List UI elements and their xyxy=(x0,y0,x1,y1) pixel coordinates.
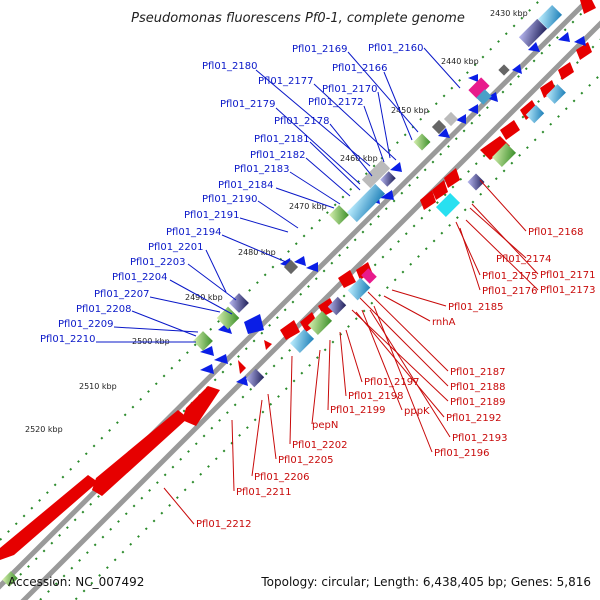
tick-label: 2480 kbp xyxy=(238,248,276,257)
gene-label[interactable]: Pfl01_2174 xyxy=(496,254,552,265)
gene-label[interactable]: Pfl01_2196 xyxy=(434,448,490,459)
gene-label[interactable]: Pfl01_2177 xyxy=(258,76,314,87)
gene-label[interactable]: Pfl01_2208 xyxy=(76,304,132,315)
gene-label[interactable]: Pfl01_2189 xyxy=(450,397,506,408)
tick-label: 2460 kbp xyxy=(340,154,378,163)
tick-label: 2450 kbp xyxy=(391,106,429,115)
gene-label[interactable]: Pfl01_2175 xyxy=(482,271,538,282)
gene-label[interactable]: Pfl01_2199 xyxy=(330,405,386,416)
gene-label[interactable]: pepN xyxy=(312,420,338,431)
gene-label[interactable]: Pfl01_2160 xyxy=(368,43,424,54)
genome-summary: Topology: circular; Length: 6,438,405 bp… xyxy=(260,575,591,589)
gene-label[interactable]: Pfl01_2179 xyxy=(220,99,276,110)
leader-lines-red xyxy=(163,179,539,525)
gene-label[interactable]: Pfl01_2206 xyxy=(254,472,310,483)
gene-label[interactable]: Pfl01_2166 xyxy=(332,63,388,74)
gene-label[interactable]: Pfl01_2191 xyxy=(184,210,240,221)
gene-label[interactable]: Pfl01_2168 xyxy=(528,227,584,238)
gene-label[interactable]: Pfl01_2182 xyxy=(250,150,306,161)
gene-label[interactable]: Pfl01_2173 xyxy=(540,285,596,296)
accession-text: Accession: NC_007492 xyxy=(8,575,144,589)
reverse-genes xyxy=(200,32,586,386)
gene-label[interactable]: Pfl01_2207 xyxy=(94,289,150,300)
labels-blue: Pfl01_2160 Pfl01_2169 Pfl01_2166 Pfl01_2… xyxy=(40,43,424,345)
gene-label[interactable]: Pfl01_2171 xyxy=(540,270,596,281)
gene-label[interactable]: Pfl01_2180 xyxy=(202,61,258,72)
leader-lines-blue xyxy=(96,47,461,343)
gene-label[interactable]: Pfl01_2190 xyxy=(202,194,258,205)
tick-label: 2510 kbp xyxy=(79,382,117,391)
gene-label[interactable]: Pfl01_2201 xyxy=(148,242,204,253)
gene-label[interactable]: Pfl01_2204 xyxy=(112,272,168,283)
gene-label[interactable]: Pfl01_2192 xyxy=(446,413,502,424)
gene-label[interactable]: Pfl01_2183 xyxy=(234,164,290,175)
tick-label: 2430 kbp xyxy=(490,9,528,18)
gene-label[interactable]: Pfl01_2169 xyxy=(292,44,348,55)
gene-label[interactable]: Pfl01_2185 xyxy=(448,302,504,313)
gene-label[interactable]: Pfl01_2188 xyxy=(450,382,506,393)
gene-label[interactable]: Pfl01_2176 xyxy=(482,286,538,297)
gene-label[interactable]: Pfl01_2197 xyxy=(364,377,420,388)
gene-label[interactable]: Pfl01_2202 xyxy=(292,440,348,451)
map-title: Pseudomonas fluorescens Pf0-1, complete … xyxy=(131,11,465,26)
gene-label[interactable]: Pfl01_2205 xyxy=(278,455,334,466)
gene-label[interactable]: Pfl01_2194 xyxy=(166,227,222,238)
gene-label[interactable]: Pfl01_2178 xyxy=(274,116,330,127)
gene-label[interactable]: Pfl01_2184 xyxy=(218,180,274,191)
gene-label[interactable]: Pfl01_2211 xyxy=(236,487,292,498)
gene-label[interactable]: Pfl01_2170 xyxy=(322,84,378,95)
gene-label[interactable]: Pfl01_2210 xyxy=(40,334,96,345)
gene-label[interactable]: pppK xyxy=(404,406,430,417)
gene-label[interactable]: Pfl01_2193 xyxy=(452,433,508,444)
gene-label[interactable]: Pfl01_2198 xyxy=(348,391,404,402)
gene-label[interactable]: Pfl01_2172 xyxy=(308,97,364,108)
gene-label[interactable]: rnhA xyxy=(432,317,456,328)
gene-label[interactable]: Pfl01_2203 xyxy=(130,257,186,268)
gene-label[interactable]: Pfl01_2181 xyxy=(254,134,310,145)
labels-red: Pfl01_2168 Pfl01_2174 Pfl01_2171 Pfl01_2… xyxy=(196,227,596,530)
gene-label[interactable]: Pfl01_2187 xyxy=(450,367,506,378)
gene-label[interactable]: Pfl01_2212 xyxy=(196,519,252,530)
tick-label: 2470 kbp xyxy=(289,202,327,211)
tick-label: 2440 kbp xyxy=(441,57,479,66)
tick-label: 2490 kbp xyxy=(185,293,223,302)
gene-label[interactable]: Pfl01_2209 xyxy=(58,319,114,330)
tick-label: 2520 kbp xyxy=(25,425,63,434)
forward-genes xyxy=(0,0,596,560)
